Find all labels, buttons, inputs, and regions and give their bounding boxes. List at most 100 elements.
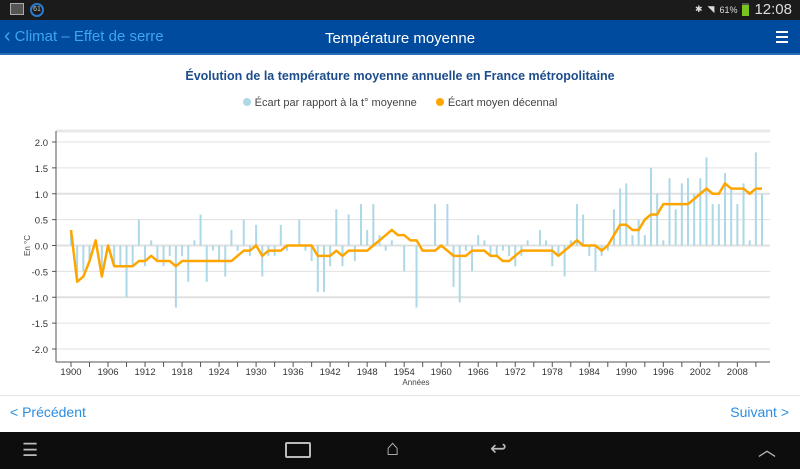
bar <box>471 245 474 272</box>
bar <box>458 245 461 303</box>
y-axis-label: En °C <box>23 235 32 256</box>
status-bar: 61 ✱ ◥ 61% 12:08 <box>0 0 800 20</box>
bar <box>125 245 128 298</box>
page-title: Température moyenne <box>324 30 476 47</box>
bar <box>174 245 177 308</box>
bar <box>742 183 745 246</box>
bar <box>168 245 171 256</box>
bar <box>144 245 147 267</box>
chevron-up-icon[interactable]: ︿ <box>758 440 776 460</box>
bar <box>495 245 498 256</box>
chart-title: Évolution de la température moyenne annu… <box>185 69 615 83</box>
x-tick-label: 1936 <box>283 367 304 378</box>
bar <box>699 178 702 246</box>
y-tick-label: 2.0 <box>35 138 48 149</box>
home-icon[interactable]: ⌂ <box>386 435 400 460</box>
bar <box>100 245 103 277</box>
x-tick-label: 1900 <box>60 367 81 378</box>
bar <box>199 214 202 246</box>
bar <box>594 245 597 272</box>
y-tick-label: -2.0 <box>32 345 48 356</box>
bar <box>434 204 437 246</box>
bar <box>705 157 708 246</box>
bar <box>193 240 196 246</box>
x-tick-label: 1996 <box>653 367 674 378</box>
bar <box>452 245 455 287</box>
back-icon[interactable]: ↩ <box>490 438 507 460</box>
bar <box>310 245 313 262</box>
bar <box>730 188 733 246</box>
bar <box>532 245 535 246</box>
bar <box>137 219 140 246</box>
previous-button[interactable]: < Précédent <box>10 404 86 420</box>
bar <box>711 204 714 246</box>
legend-item-bars[interactable]: Écart par rapport à la t° moyenne <box>242 97 417 109</box>
bar <box>384 245 387 251</box>
bar <box>612 209 615 246</box>
x-tick-label: 1948 <box>357 367 378 378</box>
bar <box>668 178 671 246</box>
bar <box>588 245 591 256</box>
x-tick-label: 1960 <box>431 367 452 378</box>
bar <box>347 214 350 246</box>
x-tick-label: 1954 <box>394 367 415 378</box>
bar <box>649 167 652 246</box>
bar <box>687 178 689 246</box>
gallery-icon <box>10 3 24 15</box>
bar <box>606 245 609 251</box>
legend-label: Écart par rapport à la t° moyenne <box>254 97 417 109</box>
bar <box>211 245 214 251</box>
x-tick-label: 1984 <box>579 367 600 378</box>
bar <box>427 245 430 246</box>
bar <box>88 245 91 262</box>
y-tick-label: 1.0 <box>35 190 48 201</box>
bar <box>551 245 554 267</box>
x-tick-label: 1912 <box>134 367 155 378</box>
bar <box>366 229 369 246</box>
bar <box>754 152 757 246</box>
menu-icon[interactable] <box>776 31 788 46</box>
x-tick-label: 2002 <box>690 367 711 378</box>
y-tick-label: -1.5 <box>32 319 48 330</box>
bar <box>680 183 683 246</box>
battery-percent: 61% <box>719 4 738 15</box>
temperature-chart: 2.0 1.5 1.0 0.5 0.0 -0.5 -1.0 -1.5 -2.0 En °C Anné… <box>23 129 770 387</box>
menu-icon[interactable]: ☰ <box>22 440 39 460</box>
bar <box>489 245 492 256</box>
bar <box>483 240 486 246</box>
bar <box>76 245 79 282</box>
next-button[interactable]: Suivant > <box>730 404 789 420</box>
bar <box>372 204 375 246</box>
bar <box>230 229 233 246</box>
recent-apps-icon[interactable] <box>285 442 311 458</box>
bar <box>582 214 585 246</box>
legend-item-line[interactable]: Écart moyen décennal <box>435 97 557 109</box>
bar <box>724 173 727 246</box>
bar <box>575 204 578 246</box>
bar <box>662 240 665 246</box>
decadal-line <box>69 182 763 283</box>
bar <box>477 235 480 246</box>
bar <box>526 240 529 246</box>
bar <box>717 204 720 246</box>
y-tick-label: 0.0 <box>35 242 48 253</box>
x-tick-label: 1918 <box>171 367 192 378</box>
bar <box>162 245 165 267</box>
bar <box>619 188 622 246</box>
bluetooth-icon: ✱ <box>694 4 703 14</box>
bar <box>674 209 677 246</box>
bar <box>508 245 511 256</box>
bar <box>285 245 288 251</box>
back-button[interactable]: ‹ Climat – Effet de serre <box>4 25 164 47</box>
bar <box>279 224 282 246</box>
bar <box>421 245 424 246</box>
bar <box>119 245 122 267</box>
bar <box>359 204 362 246</box>
y-tick-label: 1.5 <box>35 164 48 175</box>
notification-badge: 61 <box>30 3 44 17</box>
bar <box>156 245 159 262</box>
bar <box>255 224 258 246</box>
bar <box>261 245 264 277</box>
back-label: Climat – Effet de serre <box>14 27 164 45</box>
chevron-left-icon: ‹ <box>4 25 11 47</box>
